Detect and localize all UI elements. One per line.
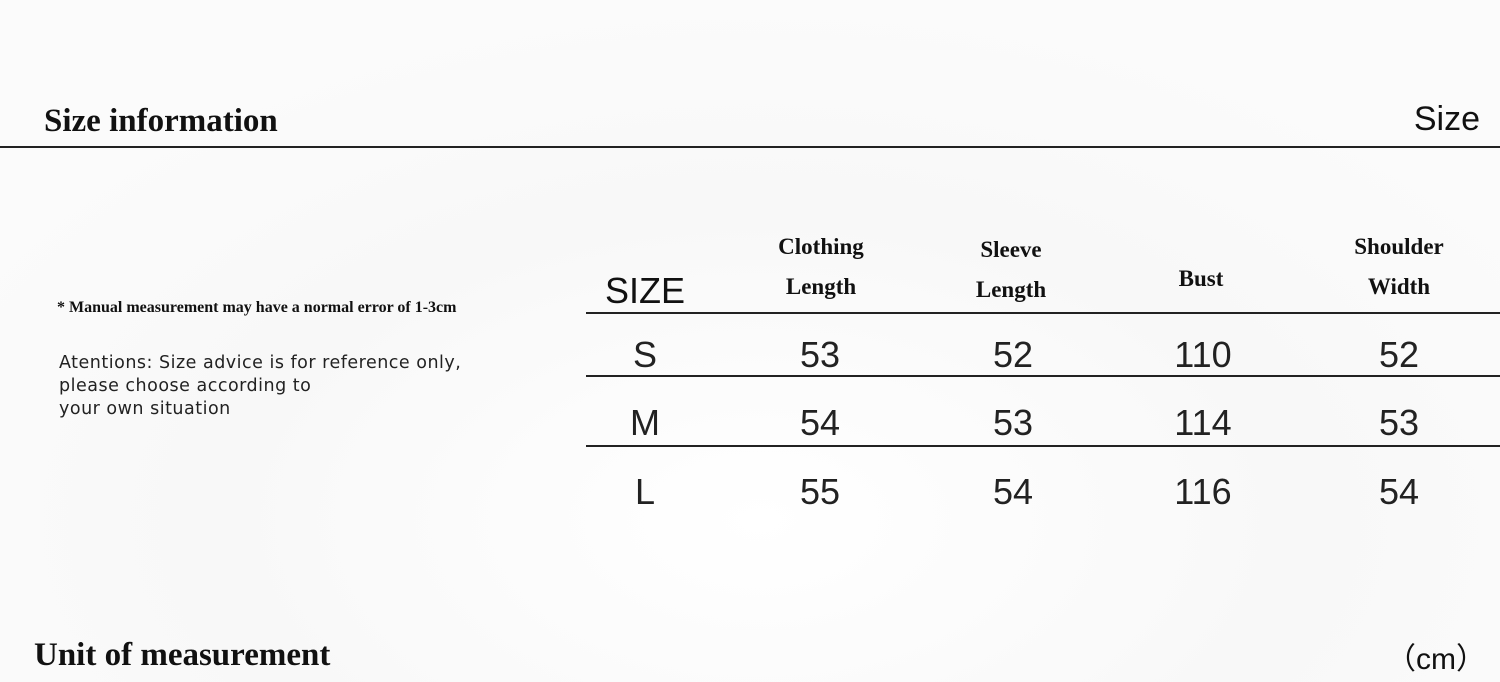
- attention-note: Atentions: Size advice is for reference …: [59, 352, 461, 421]
- header-line: Length: [975, 277, 1047, 302]
- page-title: Size information: [44, 103, 278, 139]
- header-line: Clothing: [778, 234, 864, 259]
- header-line: Sleeve: [980, 237, 1042, 262]
- attention-line: your own situation: [59, 399, 231, 419]
- table-divider: [586, 312, 1500, 314]
- column-header-bust: Bust: [1178, 266, 1224, 291]
- header-line: Shoulder: [1354, 234, 1444, 259]
- cell-size: L: [634, 471, 656, 512]
- unit-title: Unit of measurement: [34, 637, 331, 673]
- cell-bust: 114: [1174, 402, 1232, 443]
- error-note: * Manual measurement may have a normal e…: [57, 299, 457, 316]
- table-divider: [586, 375, 1500, 377]
- table-divider: [586, 445, 1500, 447]
- cell-clothing-length: 54: [799, 402, 841, 443]
- cell-bust: 116: [1174, 471, 1232, 512]
- cell-size: S: [632, 334, 658, 375]
- column-header-sleeve-length: Sleeve Length: [976, 237, 1046, 303]
- cell-clothing-length: 55: [799, 471, 841, 512]
- cell-sleeve-length: 53: [992, 402, 1034, 443]
- column-header-size: SIZE: [604, 270, 686, 311]
- header-divider: [0, 146, 1500, 148]
- cell-sleeve-length: 54: [992, 471, 1034, 512]
- unit-label: （cm）: [1386, 643, 1486, 676]
- cell-shoulder-width: 52: [1378, 334, 1420, 375]
- cell-sleeve-length: 52: [992, 334, 1034, 375]
- attention-line: Atentions: Size advice is for reference …: [59, 353, 462, 373]
- column-header-clothing-length: Clothing Length: [778, 234, 864, 300]
- size-label: Size: [1413, 100, 1480, 138]
- cell-shoulder-width: 53: [1378, 402, 1420, 443]
- column-header-shoulder-width: Shoulder Width: [1354, 234, 1443, 300]
- attention-line: please choose according to: [59, 376, 312, 396]
- cell-size: M: [630, 402, 660, 443]
- header-line: Length: [785, 274, 857, 299]
- cell-bust: 110: [1174, 334, 1232, 375]
- cell-clothing-length: 53: [799, 334, 841, 375]
- cell-shoulder-width: 54: [1378, 471, 1420, 512]
- header-line: Width: [1367, 274, 1431, 299]
